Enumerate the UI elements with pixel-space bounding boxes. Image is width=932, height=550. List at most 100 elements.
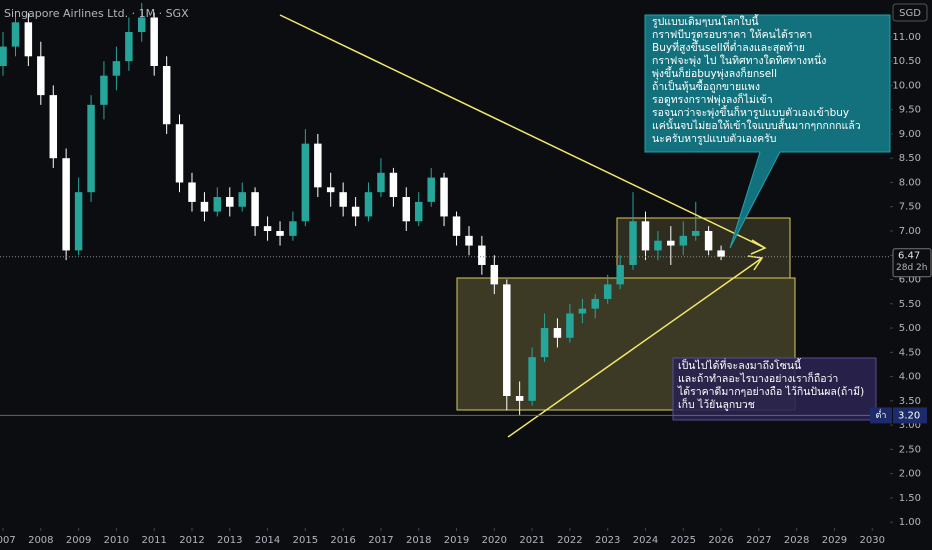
candle-body: [150, 17, 158, 66]
candle-body: [49, 95, 58, 159]
candle-body: [603, 284, 612, 299]
x-tick-label: 2014: [255, 535, 280, 546]
countdown: 28d 2h: [896, 263, 927, 273]
trend-line-down: [279, 14, 766, 249]
x-tick-label: 2011: [141, 535, 166, 546]
candle-body: [629, 221, 637, 265]
candle-body: [465, 235, 473, 246]
candle-body: [654, 240, 662, 251]
candle-body: [692, 231, 700, 236]
axes: 1.00 1.50 2.00 2.50 3.00 3.50 4.00 4.50 5.00 5.50…: [0, 32, 932, 546]
candle-body: [566, 313, 574, 338]
x-tick-label: 2013: [217, 535, 242, 546]
annotation-line: รอดูทรงกราฟพุ่งลงก็ไม่เข้า: [652, 92, 773, 106]
callout-box: [644, 14, 891, 249]
candle-body: [402, 197, 411, 222]
currency: SGD: [899, 8, 921, 19]
candle-body: [188, 182, 196, 202]
candle-body: [427, 177, 435, 202]
x-tick-label: 2012: [179, 535, 204, 546]
low-price-tag: [893, 407, 927, 424]
candle-body: [440, 177, 448, 217]
y-tick-label: 7.00: [899, 226, 921, 237]
x-tick-label: 2008: [28, 535, 53, 546]
y-tick-label: 7.50: [899, 202, 921, 213]
y-tick-label: 9.00: [899, 129, 921, 140]
annotation-line: กราฟจะพุ่ง ไป ในทิศทางใดทิศทางหนึ่ง: [652, 53, 826, 67]
candle-body: [591, 298, 599, 309]
candle-body: [226, 197, 234, 207]
x-tick-label: 2022: [557, 535, 582, 546]
candle-body: [478, 245, 486, 265]
candle-body: [515, 396, 524, 401]
arrow-head: [747, 255, 764, 271]
candle-body: [339, 192, 347, 207]
x-tick-label: 2010: [104, 535, 129, 546]
chart-title: Singapore Airlines Ltd. · 1M · SGX: [4, 7, 189, 20]
y-tick-label: 8.00: [899, 177, 921, 188]
candle-body: [251, 192, 259, 227]
low-price-label: 3.20: [898, 410, 920, 421]
candle-body: [490, 264, 499, 285]
candle-body: [704, 231, 713, 251]
y-tick-label: 4.00: [899, 372, 921, 383]
candle-body: [301, 143, 310, 222]
candle-body: [87, 104, 95, 193]
y-tick-label: 4.50: [899, 347, 921, 358]
low-label-tag: [870, 407, 892, 424]
candle-body: [200, 201, 209, 212]
x-tick-label: 2029: [822, 535, 847, 546]
note-box: [672, 357, 877, 421]
candle-body: [578, 308, 587, 314]
candle-body: [37, 56, 45, 96]
currency-box: [892, 3, 928, 22]
candle-body: [667, 240, 675, 246]
candle-body: [351, 206, 360, 217]
x-tick-label: 2016: [330, 535, 355, 546]
annotation-line: กราฟบีบรูดรอบราคา ให้คนได้ราคา: [652, 28, 812, 41]
candle-body: [24, 22, 33, 57]
y-tick-label: 3.50: [899, 396, 921, 407]
arrow-head: [750, 239, 767, 255]
y-tick-label: 6.00: [899, 275, 921, 286]
x-tick-label: 2030: [860, 535, 885, 546]
x-tick-label: 2018: [406, 535, 431, 546]
candle-body: [125, 32, 133, 62]
last-price-tag: [892, 248, 932, 278]
x-tick-label: 2024: [633, 535, 658, 546]
x-tick-label: 2025: [671, 535, 696, 546]
x-tick-label: 2017: [368, 535, 393, 546]
y-tick-label: 9.50: [899, 105, 921, 116]
y-tick-label: 11.00: [892, 32, 921, 43]
candle-body: [263, 226, 272, 231]
candle-body: [616, 264, 624, 285]
candle-body: [100, 75, 108, 105]
candle-body: [717, 250, 725, 257]
y-tick-label: 10.50: [892, 56, 921, 67]
candle-body: [162, 66, 171, 125]
low-label: ต่ำ: [876, 408, 887, 421]
candle-body: [11, 22, 20, 47]
x-tick-label: 2015: [293, 535, 318, 546]
candles: [0, 2, 725, 416]
candle-body: [74, 192, 83, 251]
y-tick-label: 2.00: [899, 469, 921, 480]
candle-body: [213, 197, 222, 212]
annotation-line: พุ่งขึ้นก็ย่อbuyพุ่งลงก็ยกsell: [652, 66, 777, 80]
candle-body: [389, 172, 398, 198]
candle-body: [276, 231, 284, 236]
candle-body: [414, 201, 423, 222]
candle-body: [137, 17, 146, 33]
annotation-line: รูปแบบเดิมๆบนโลกใบนี้: [652, 14, 759, 28]
candle-body: [503, 284, 511, 396]
candle-body: [62, 158, 70, 251]
annotation-line: Buyที่สูงขึ้นsellที่ต่ำลงและสุดท้าย: [652, 40, 805, 54]
candle-body: [314, 143, 322, 188]
y-tick-label: 10.00: [892, 80, 921, 91]
x-tick-label: 2026: [708, 535, 733, 546]
candle-body: [364, 192, 373, 217]
candle-body: [289, 221, 297, 236]
x-tick-label: 2007: [0, 535, 16, 546]
